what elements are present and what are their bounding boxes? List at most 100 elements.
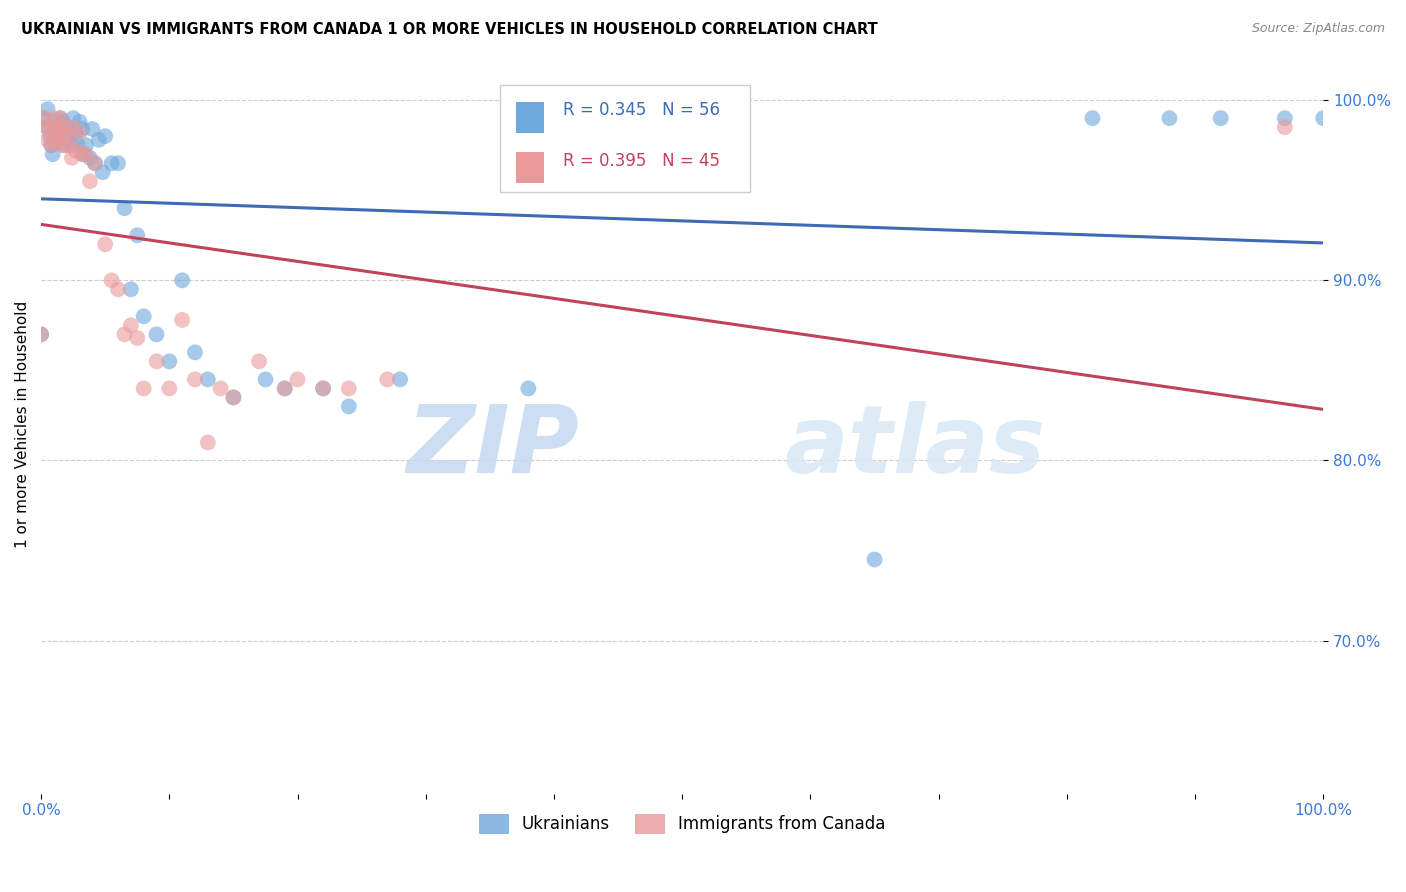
- Point: [312, 381, 335, 395]
- Point: [53, 120, 76, 135]
- Point: [172, 273, 194, 287]
- Point: [184, 372, 207, 386]
- Point: [45, 136, 67, 151]
- Text: Source: ZipAtlas.com: Source: ZipAtlas.com: [1251, 22, 1385, 36]
- Text: ZIP: ZIP: [406, 401, 579, 492]
- Point: [49, 124, 72, 138]
- Text: R = 0.395   N = 45: R = 0.395 N = 45: [562, 152, 720, 169]
- Point: [42, 111, 65, 125]
- Point: [55, 129, 77, 144]
- Point: [72, 147, 94, 161]
- Point: [37, 120, 59, 135]
- Point: [37, 102, 59, 116]
- Point: [274, 381, 297, 395]
- Point: [41, 138, 63, 153]
- Point: [247, 354, 270, 368]
- Point: [79, 174, 101, 188]
- Point: [274, 381, 297, 395]
- Point: [184, 345, 207, 359]
- Point: [82, 122, 104, 136]
- Text: atlas: atlas: [785, 401, 1046, 492]
- Point: [41, 138, 63, 153]
- Point: [197, 435, 219, 450]
- Point: [94, 237, 117, 252]
- Point: [49, 111, 72, 125]
- Point: [41, 147, 63, 161]
- Point: [42, 115, 65, 129]
- Point: [100, 156, 122, 170]
- Point: [172, 313, 194, 327]
- Point: [65, 144, 87, 158]
- Point: [132, 381, 155, 395]
- Point: [75, 147, 97, 161]
- Point: [287, 372, 309, 386]
- Point: [1312, 111, 1334, 125]
- Point: [222, 391, 245, 405]
- FancyBboxPatch shape: [501, 85, 751, 192]
- Point: [62, 120, 84, 135]
- Point: [42, 126, 65, 140]
- Point: [389, 372, 412, 386]
- Point: [65, 126, 87, 140]
- Y-axis label: 1 or more Vehicles in Household: 1 or more Vehicles in Household: [15, 301, 30, 548]
- Point: [107, 156, 129, 170]
- Point: [37, 133, 59, 147]
- Point: [32, 111, 55, 125]
- Point: [127, 331, 149, 345]
- Point: [114, 201, 136, 215]
- Point: [120, 318, 142, 333]
- Point: [46, 133, 69, 147]
- Point: [132, 310, 155, 324]
- Point: [46, 120, 69, 135]
- Point: [1274, 111, 1296, 125]
- Point: [1081, 111, 1104, 125]
- Point: [51, 129, 73, 144]
- Point: [1274, 120, 1296, 135]
- Point: [517, 381, 540, 395]
- Point: [120, 282, 142, 296]
- Bar: [516, 102, 544, 133]
- Point: [70, 122, 93, 136]
- Text: R = 0.345   N = 56: R = 0.345 N = 56: [562, 102, 720, 120]
- Point: [79, 151, 101, 165]
- Point: [337, 400, 360, 414]
- Point: [337, 381, 360, 395]
- Point: [863, 552, 886, 566]
- Point: [45, 120, 67, 135]
- Point: [30, 327, 52, 342]
- Point: [75, 138, 97, 153]
- Point: [62, 111, 84, 125]
- Point: [1209, 111, 1232, 125]
- Point: [209, 381, 232, 395]
- Point: [91, 165, 114, 179]
- Point: [94, 129, 117, 144]
- Point: [53, 138, 76, 153]
- Point: [49, 111, 72, 125]
- Point: [87, 133, 110, 147]
- Point: [52, 115, 75, 129]
- Point: [60, 138, 83, 153]
- Point: [254, 372, 277, 386]
- Point: [55, 120, 77, 135]
- Point: [312, 381, 335, 395]
- Point: [66, 136, 89, 151]
- Point: [222, 391, 245, 405]
- Point: [1159, 111, 1181, 125]
- Point: [52, 138, 75, 153]
- Point: [375, 372, 398, 386]
- Point: [35, 120, 58, 135]
- Point: [58, 138, 80, 153]
- Point: [39, 129, 62, 144]
- Point: [84, 156, 107, 170]
- Point: [157, 381, 180, 395]
- Point: [32, 111, 55, 125]
- Point: [39, 124, 62, 138]
- Point: [84, 156, 107, 170]
- Point: [69, 115, 91, 129]
- Point: [197, 372, 219, 386]
- Point: [157, 354, 180, 368]
- Legend: Ukrainians, Immigrants from Canada: Ukrainians, Immigrants from Canada: [472, 807, 893, 841]
- Point: [145, 327, 167, 342]
- Point: [60, 151, 83, 165]
- Point: [114, 327, 136, 342]
